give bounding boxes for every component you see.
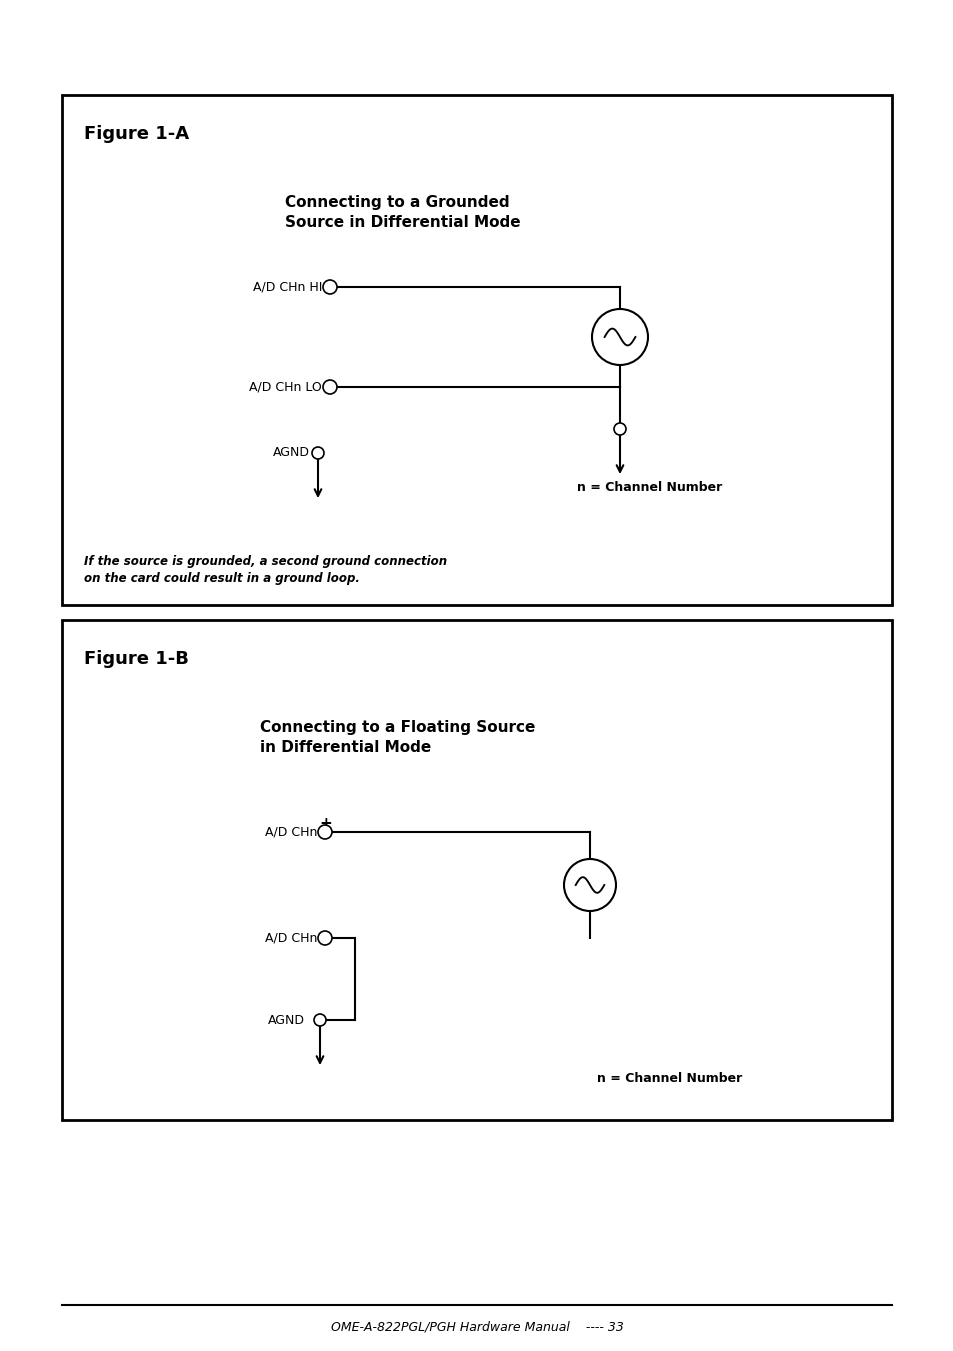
Text: A/D CHn: A/D CHn xyxy=(264,931,316,944)
Circle shape xyxy=(312,447,324,459)
Circle shape xyxy=(317,825,332,839)
Text: A/D CHn: A/D CHn xyxy=(264,825,316,839)
Circle shape xyxy=(592,309,647,365)
Text: Figure 1-A: Figure 1-A xyxy=(84,126,189,143)
Text: –: – xyxy=(318,929,328,947)
Circle shape xyxy=(314,1015,326,1025)
Text: Connecting to a Grounded: Connecting to a Grounded xyxy=(285,195,509,209)
Circle shape xyxy=(563,859,616,911)
Text: in Differential Mode: in Differential Mode xyxy=(260,740,431,755)
Text: Source in Differential Mode: Source in Differential Mode xyxy=(285,215,520,230)
Text: AGND: AGND xyxy=(273,446,310,459)
Circle shape xyxy=(614,423,625,435)
Text: A/D CHn HI: A/D CHn HI xyxy=(253,281,322,293)
Text: AGND: AGND xyxy=(268,1013,305,1027)
Text: OME-A-822PGL/PGH Hardware Manual    ---- 33: OME-A-822PGL/PGH Hardware Manual ---- 33 xyxy=(331,1320,622,1333)
Bar xyxy=(62,95,891,605)
Text: Connecting to a Floating Source: Connecting to a Floating Source xyxy=(260,720,535,735)
Text: Figure 1-B: Figure 1-B xyxy=(84,650,189,667)
Text: n = Channel Number: n = Channel Number xyxy=(577,481,721,494)
Text: on the card could result in a ground loop.: on the card could result in a ground loo… xyxy=(84,571,359,585)
Text: If the source is grounded, a second ground connection: If the source is grounded, a second grou… xyxy=(84,555,447,567)
Circle shape xyxy=(323,380,336,394)
Circle shape xyxy=(317,931,332,944)
Circle shape xyxy=(323,280,336,295)
Text: A/D CHn LO: A/D CHn LO xyxy=(249,381,322,393)
Bar xyxy=(62,620,891,1120)
Text: n = Channel Number: n = Channel Number xyxy=(597,1071,741,1085)
Text: +: + xyxy=(318,816,332,831)
